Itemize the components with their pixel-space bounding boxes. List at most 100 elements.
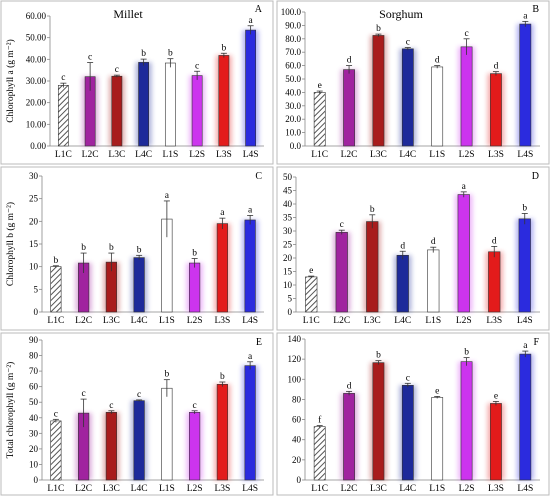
significance-letter: c <box>115 65 119 75</box>
category-label: L1S <box>159 484 175 494</box>
y-tick-label: 90.0 <box>285 20 301 30</box>
y-tick-label: 10.0 <box>285 128 301 138</box>
category-label: L3C <box>103 316 120 326</box>
panel-frame-B <box>276 0 550 165</box>
y-tick-label: 60.0 <box>285 61 301 71</box>
bar-l3c <box>111 75 123 147</box>
significance-letter: b <box>81 243 86 253</box>
significance-letter: b <box>370 205 375 215</box>
significance-letter: c <box>340 220 344 230</box>
y-tick-label: 45 <box>283 186 293 196</box>
category-label: L3S <box>214 484 230 494</box>
bar-l1c <box>50 266 62 313</box>
panel-letter: F <box>533 337 539 348</box>
significance-letter: b <box>168 49 173 59</box>
category-label: L3C <box>108 150 125 160</box>
category-label: L1C <box>47 316 64 326</box>
bar-l1c <box>313 92 326 147</box>
significance-letter: e <box>318 81 322 91</box>
y-tick-label: 50.0 <box>285 74 301 84</box>
bar-l1s <box>161 387 173 481</box>
category-label: L1C <box>47 484 64 494</box>
category-label: L1C <box>311 150 328 160</box>
y-tick-label: 0.00 <box>30 141 46 151</box>
category-label: L2S <box>456 316 472 326</box>
y-tick-label: 25 <box>29 194 39 204</box>
category-label: L4S <box>517 150 533 160</box>
y-tick-label: 0 <box>34 307 39 317</box>
y-axis-title: Total chlorophyll (g m⁻²) <box>5 362 16 459</box>
significance-letter: d <box>494 62 499 72</box>
bar-l3s <box>490 73 502 147</box>
significance-letter: b <box>222 43 227 53</box>
category-label: L4C <box>399 484 416 494</box>
category-label: L2C <box>341 150 358 160</box>
category-label: L1S <box>425 316 441 326</box>
significance-letter: a <box>523 341 528 351</box>
panel-letter: C <box>255 171 262 182</box>
panel-C: 0 5 10 15 20 25 30 b L1C b L2C b L3C b L4C a L1S b L2S a L3S… <box>5 171 264 326</box>
y-tick-label: 60.00 <box>26 11 47 21</box>
category-label: L4S <box>243 150 259 160</box>
significance-letter: b <box>464 348 469 358</box>
category-label: L1C <box>311 484 328 494</box>
bar-l2s <box>460 46 473 147</box>
category-label: L2C <box>333 316 350 326</box>
bar-l4s <box>519 353 532 481</box>
category-label: L3S <box>216 150 232 160</box>
y-tick-label: 30.0 <box>285 101 301 111</box>
panel-frame-F <box>276 332 550 496</box>
panel-letter: B <box>532 4 539 15</box>
category-label: L2S <box>187 316 203 326</box>
significance-letter: c <box>137 390 141 400</box>
bar-l2s <box>457 194 470 313</box>
bar-l3s <box>488 251 501 313</box>
significance-letter: d <box>347 381 352 391</box>
category-label: L4S <box>242 484 258 494</box>
bar-l4s <box>245 29 257 147</box>
significance-letter: b <box>522 203 527 213</box>
y-tick-label: 30.00 <box>26 76 47 86</box>
bar-l1s <box>427 249 440 313</box>
significance-letter: c <box>61 73 65 83</box>
bar-l1s <box>431 66 444 147</box>
category-label: L2S <box>459 484 475 494</box>
y-tick-label: 90 <box>29 335 39 345</box>
y-tick-label: 15 <box>29 239 39 249</box>
significance-letter: a <box>220 208 225 218</box>
y-tick-label: 50.00 <box>26 33 47 43</box>
significance-letter: a <box>249 16 254 26</box>
bar-l4c <box>401 385 414 481</box>
significance-letter: e <box>494 391 498 401</box>
category-label: L2C <box>341 484 358 494</box>
y-tick-label: 100 <box>288 374 302 384</box>
significance-letter: c <box>109 401 113 411</box>
category-label: L4C <box>131 316 148 326</box>
significance-letter: a <box>462 182 467 192</box>
y-tick-label: 50 <box>29 397 39 407</box>
category-label: L4C <box>399 150 416 160</box>
category-label: L3S <box>486 316 502 326</box>
category-label: L3C <box>370 150 387 160</box>
significance-letter: c <box>406 38 410 48</box>
bar-l2s <box>189 262 201 313</box>
panel-D: 0 5 10 15 20 25 30 35 40 45 50 e L1C c L2C b L3C d L4C d L1S… <box>283 171 540 326</box>
y-tick-label: 70 <box>29 366 39 376</box>
bar-l4c <box>401 48 414 147</box>
y-tick-label: 30 <box>29 171 39 181</box>
significance-letter: f <box>318 415 322 426</box>
bar-l1s <box>164 62 176 147</box>
significance-letter: b <box>109 243 114 253</box>
category-label: L1S <box>162 150 178 160</box>
y-axis-title: Chlorophyll a (g m⁻²) <box>5 39 16 123</box>
significance-letter: b <box>376 24 381 34</box>
significance-letter: e <box>435 386 439 396</box>
significance-letter: b <box>192 249 197 259</box>
y-tick-label: 40.00 <box>26 54 47 64</box>
category-label: L2S <box>189 150 205 160</box>
bar-l4s <box>244 219 256 313</box>
panel-title: Sorghum <box>379 7 423 21</box>
significance-letter: d <box>347 56 352 66</box>
bar-l3c <box>372 35 385 147</box>
y-tick-label: 20 <box>283 253 293 263</box>
